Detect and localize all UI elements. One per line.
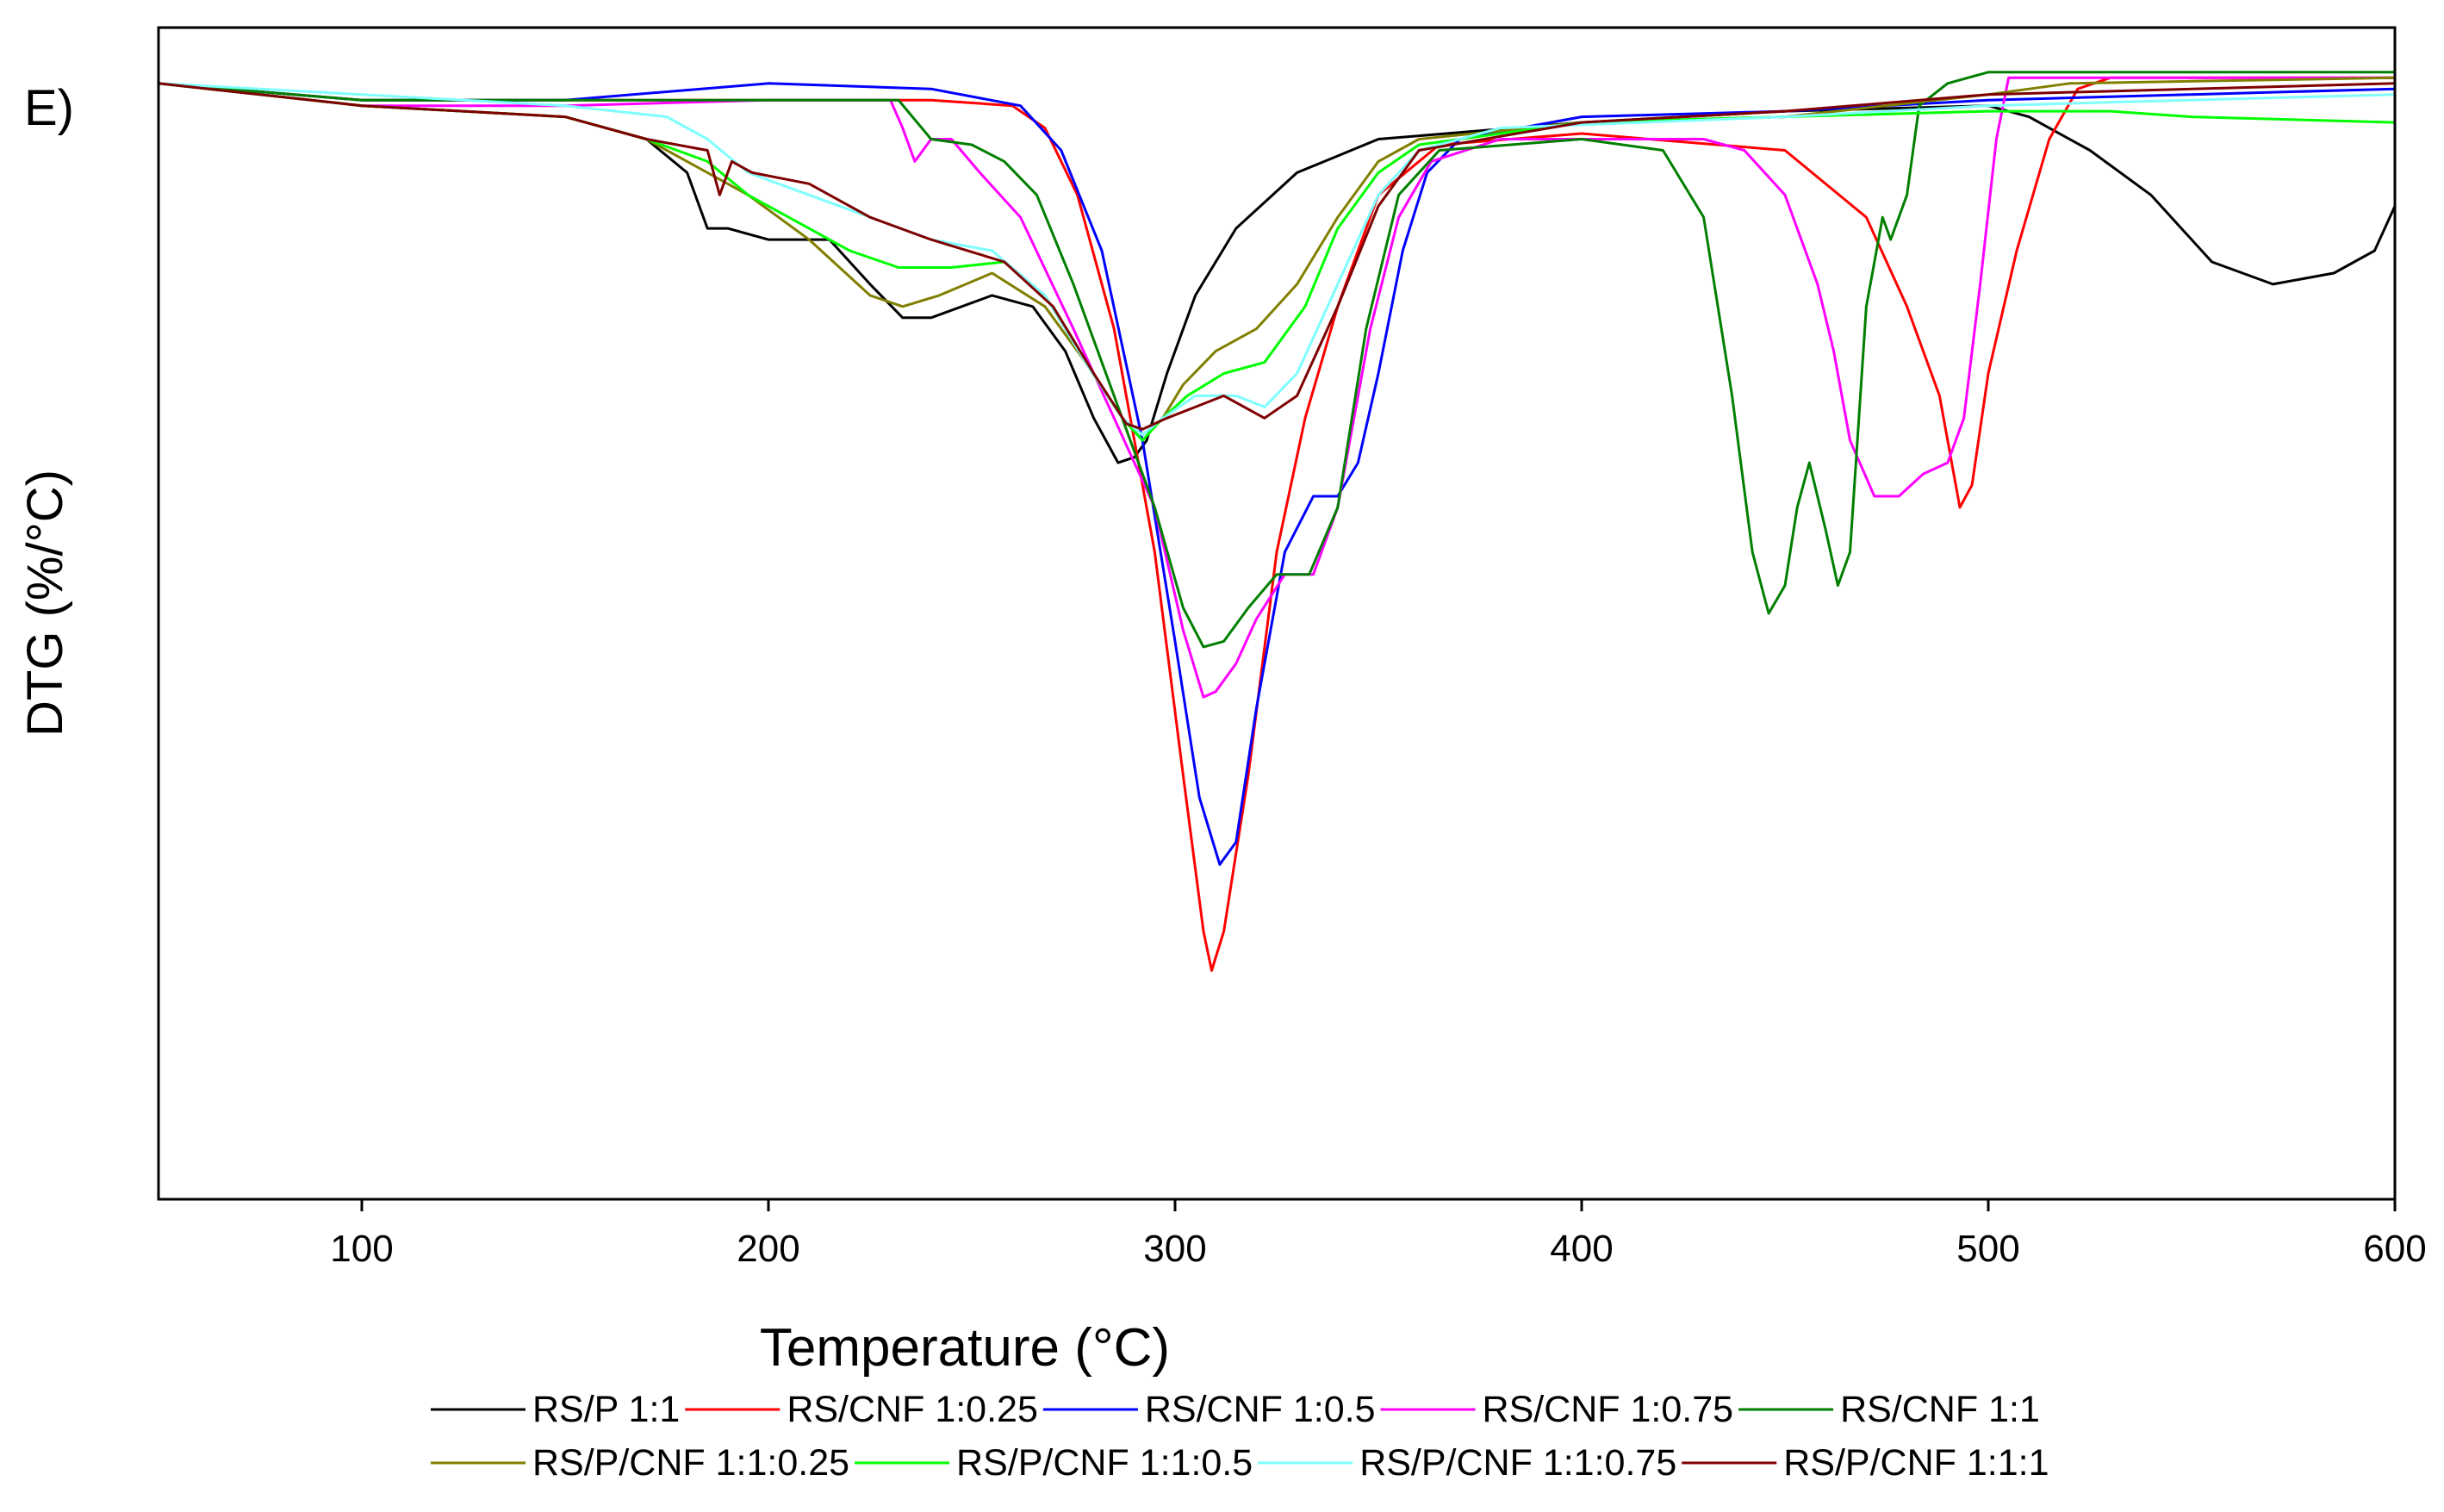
- legend-label-1: RS/CNF 1:0.25: [787, 1389, 1038, 1430]
- x-tick-label: 400: [1550, 1228, 1613, 1270]
- series-line-7: [158, 82, 2396, 437]
- series-line-4: [158, 71, 2395, 649]
- legend-label-6: RS/P/CNF 1:1:0.5: [956, 1442, 1253, 1484]
- legend-label-5: RS/P/CNF 1:1:0.25: [532, 1442, 849, 1484]
- series-line-2: [158, 82, 2396, 866]
- legend-label-3: RS/CNF 1:0.75: [1483, 1389, 1734, 1430]
- x-tick-label: 200: [737, 1228, 799, 1270]
- series-line-8: [158, 82, 2396, 431]
- x-tick-label: 600: [2363, 1228, 2426, 1270]
- series-group: [158, 71, 2397, 972]
- series-line-0: [158, 82, 2397, 464]
- x-ticks: 100 200 300 400 500 600: [330, 1199, 2427, 1270]
- series-line-3: [158, 76, 2395, 699]
- x-axis-title: Temperature (°C): [760, 1318, 1170, 1378]
- x-tick-label: 100: [330, 1228, 393, 1270]
- legend-label-4: RS/CNF 1:1: [1840, 1389, 2040, 1430]
- legend-label-8: RS/P/CNF 1:1:1: [1783, 1442, 2049, 1484]
- legend-label-2: RS/CNF 1:0.5: [1145, 1389, 1376, 1430]
- legend: RS/P 1:1 RS/CNF 1:0.25 RS/CNF 1:0.5 RS/CNF …: [431, 1389, 2049, 1484]
- x-tick-label: 300: [1143, 1228, 1206, 1270]
- series-line-1: [158, 76, 2395, 972]
- series-line-6: [158, 82, 2396, 442]
- x-tick-label: 500: [1956, 1228, 2019, 1270]
- panel-label: E): [24, 80, 74, 136]
- y-axis-title: DTG (%/°C): [17, 470, 73, 737]
- legend-label-7: RS/P/CNF 1:1:0.75: [1359, 1442, 1676, 1484]
- plot-frame: [157, 26, 2397, 1201]
- series-line-5: [158, 76, 2396, 437]
- legend-label-0: RS/P 1:1: [532, 1389, 680, 1430]
